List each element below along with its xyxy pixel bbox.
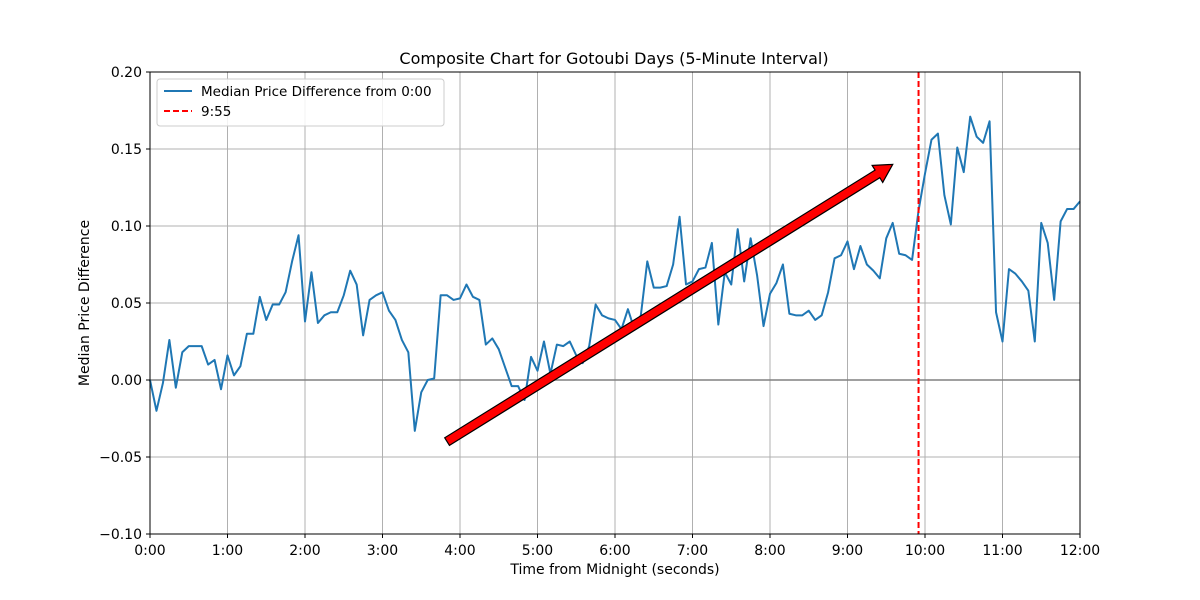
y-tick-label: 0.15 xyxy=(111,142,142,158)
x-tick-label: 1:00 xyxy=(212,543,243,559)
x-tick-label: 3:00 xyxy=(367,543,398,559)
legend-label-955: 9:55 xyxy=(201,104,231,120)
x-tick-label: 0:00 xyxy=(134,543,165,559)
y-tick-label: 0.00 xyxy=(111,373,142,389)
legend: Median Price Difference from 0:00 9:55 xyxy=(156,78,445,127)
grid xyxy=(149,71,1081,535)
y-axis: −0.10 −0.05 0.00 0.05 0.10 0.15 0.20 xyxy=(99,65,150,543)
x-tick-label: 4:00 xyxy=(444,543,475,559)
x-axis-label: Time from Midnight (seconds) xyxy=(509,562,719,578)
y-tick-label: 0.05 xyxy=(111,296,142,312)
x-tick-label: 5:00 xyxy=(522,543,553,559)
x-tick-label: 6:00 xyxy=(599,543,630,559)
x-tick-label: 7:00 xyxy=(677,543,708,559)
y-tick-label: −0.05 xyxy=(99,450,142,466)
y-tick-label: −0.10 xyxy=(99,527,142,543)
annotation-arrow xyxy=(443,163,894,447)
x-tick-label: 10:00 xyxy=(905,543,945,559)
x-tick-label: 12:00 xyxy=(1060,543,1100,559)
legend-label-median: Median Price Difference from 0:00 xyxy=(201,84,432,100)
trend-arrow xyxy=(443,163,894,447)
chart-title: Composite Chart for Gotoubi Days (5-Minu… xyxy=(399,49,828,68)
legend-box xyxy=(156,78,445,127)
x-axis: 0:00 1:00 2:00 3:00 4:00 5:00 6:00 7:00 8:00 9:00… xyxy=(134,534,1100,559)
series-line-median-price-difference xyxy=(149,115,1081,432)
x-tick-label: 9:00 xyxy=(832,543,863,559)
series-layer xyxy=(149,72,1081,534)
x-tick-label: 11:00 xyxy=(982,543,1022,559)
x-tick-label: 2:00 xyxy=(289,543,320,559)
y-axis-label: Median Price Difference xyxy=(77,220,93,386)
y-tick-label: 0.10 xyxy=(111,219,142,235)
x-tick-label: 8:00 xyxy=(754,543,785,559)
y-tick-label: 0.20 xyxy=(111,65,142,81)
